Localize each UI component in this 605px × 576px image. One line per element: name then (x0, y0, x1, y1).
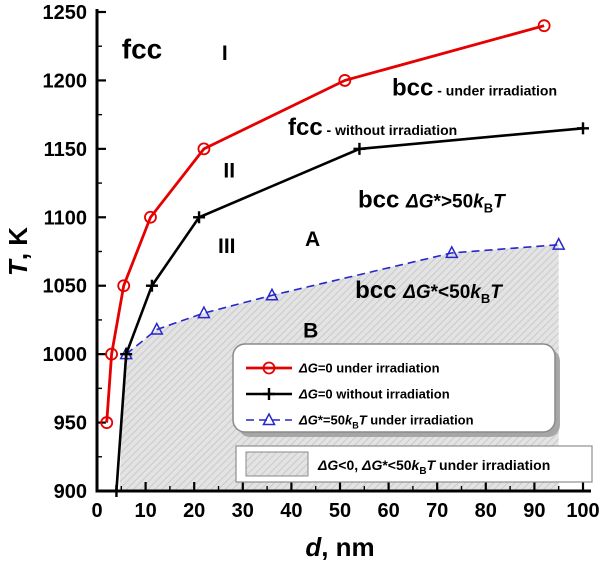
y-tick-label: 1150 (44, 139, 87, 161)
annotation: fcc (122, 34, 162, 65)
x-tick-label: 100 (566, 500, 599, 522)
shaded-legend-label: ΔG<0, ΔG*<50kBT under irradiation (317, 457, 550, 477)
circle-marker (105, 347, 118, 361)
tick-labels: 0 10 20 30 40 50 60 70 80 90 100 900 950 1000 1050 1100… (43, 2, 600, 522)
x-tick-label: 90 (523, 500, 545, 522)
annotation: bcc - under irradiation (392, 74, 557, 101)
triangle-marker (551, 237, 566, 250)
x-tick-label: 70 (426, 500, 448, 522)
circle-marker (262, 361, 276, 375)
annotation: B (303, 320, 318, 343)
axes (95, 9, 591, 493)
circle-marker (197, 142, 211, 156)
series-line (105, 24, 545, 423)
x-tick-label: 30 (232, 500, 254, 522)
annotation: fcc - without irradiation (288, 114, 457, 141)
legend: ΔG=0 under irradiation ΔG=0 without irrad… (232, 343, 560, 437)
circle-marker (537, 19, 551, 33)
annotation: II (223, 160, 235, 183)
series-1 (110, 122, 589, 497)
annotation: bcc ΔG*>50kBT (358, 187, 506, 216)
y-tick-label: 1200 (43, 70, 88, 92)
y-tick-label: 1250 (43, 2, 88, 24)
circle-marker (338, 74, 352, 87)
triangle-marker (262, 412, 276, 426)
y-axis-title: T, K (3, 227, 33, 276)
annotation: A (305, 228, 320, 251)
hatch-swatch (245, 451, 309, 477)
legend-box (232, 343, 556, 433)
x-tick-label: 10 (134, 500, 156, 522)
triangle-marker (445, 245, 459, 259)
circle-marker (100, 416, 114, 429)
x-tick-label: 0 (91, 500, 102, 522)
x-tick-label: 60 (377, 500, 399, 522)
legend-label: ΔG=0 under irradiation (298, 361, 440, 376)
triangle-marker (197, 305, 211, 319)
triangle-marker (150, 321, 164, 335)
y-tick-label: 950 (54, 413, 87, 435)
y-tick-label: 1100 (44, 207, 87, 229)
x-tick-label: 40 (280, 500, 302, 522)
y-tick-label: 1000 (43, 344, 88, 366)
x-axis-title: d, nm (305, 532, 374, 562)
series-0 (100, 19, 551, 429)
circle-marker (117, 279, 131, 293)
x-tick-label: 80 (475, 500, 497, 522)
circle-marker (144, 210, 157, 224)
annotation: bcc ΔG*<50kBT (355, 277, 503, 306)
annotation: I (222, 42, 228, 65)
x-tick-label: 50 (329, 500, 351, 522)
triangle-marker (265, 287, 279, 301)
legend-label: ΔG*=50kBT under irradiation (298, 413, 474, 431)
annotation: III (218, 235, 236, 258)
series-line (115, 127, 584, 492)
y-tick-label: 1050 (43, 276, 88, 298)
shaded-region-legend: ΔG<0, ΔG*<50kBT under irradiation (235, 445, 593, 483)
y-tick-label: 900 (54, 481, 87, 503)
legend-label: ΔG=0 without irradiation (298, 387, 450, 402)
x-tick-label: 20 (183, 500, 205, 522)
